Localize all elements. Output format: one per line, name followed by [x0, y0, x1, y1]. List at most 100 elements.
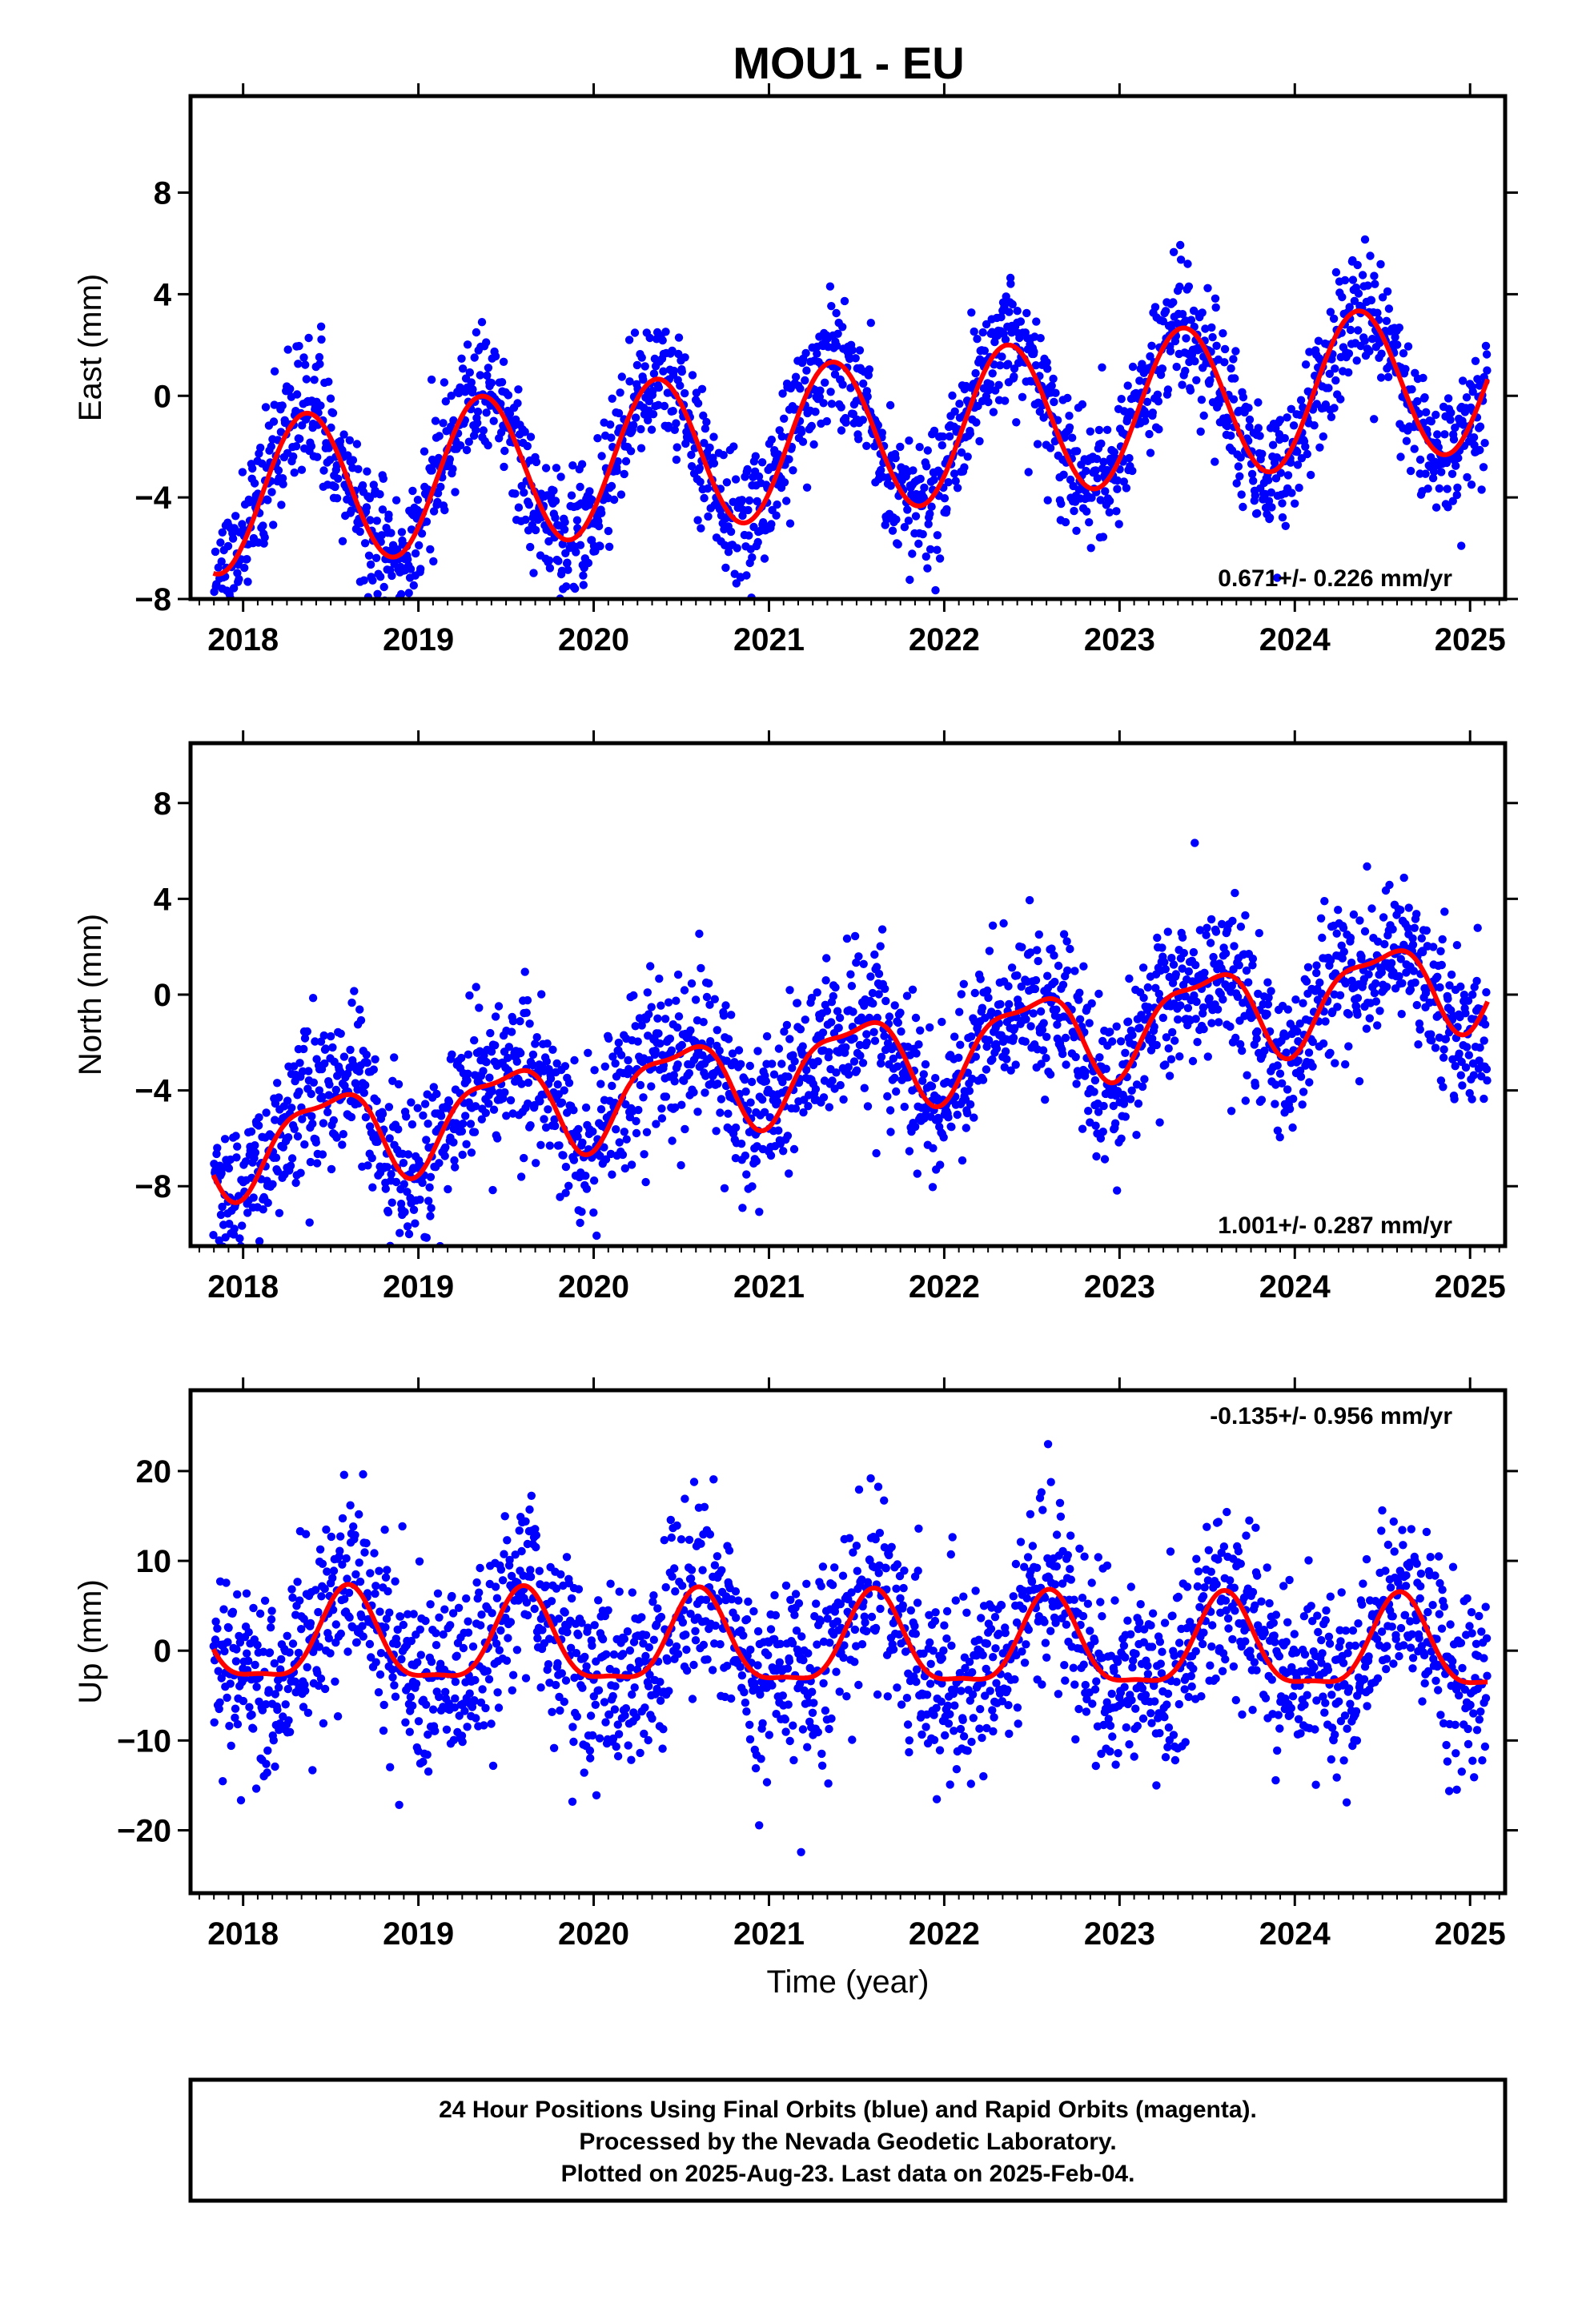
data-point: [391, 1177, 401, 1187]
data-point: [293, 1578, 302, 1586]
data-point: [651, 1046, 660, 1055]
data-point: [319, 1719, 328, 1728]
data-point: [1344, 349, 1354, 358]
data-point: [214, 1667, 223, 1675]
data-point: [416, 1195, 424, 1204]
data-point: [1085, 518, 1094, 527]
data-point: [312, 1159, 322, 1168]
data-point: [328, 1574, 337, 1582]
data-point: [939, 1133, 948, 1142]
data-point: [327, 423, 335, 432]
data-point: [955, 400, 964, 408]
data-point: [343, 1647, 352, 1656]
data-point: [847, 982, 857, 991]
data-point: [532, 1159, 540, 1168]
data-point: [838, 323, 847, 332]
data-point: [1095, 1053, 1104, 1062]
data-point: [1265, 513, 1275, 522]
data-point: [482, 408, 491, 417]
data-point: [1278, 499, 1287, 508]
data-point: [1158, 317, 1168, 326]
data-point: [1219, 995, 1227, 1004]
data-point: [900, 523, 909, 532]
data-point: [379, 474, 387, 483]
data-point: [785, 519, 795, 528]
data-point: [274, 466, 283, 475]
data-point: [1126, 1095, 1135, 1104]
data-point: [493, 1134, 502, 1143]
data-point: [340, 1594, 349, 1604]
data-point: [1078, 400, 1087, 409]
data-point: [380, 1526, 389, 1534]
data-point: [881, 996, 890, 1006]
data-point: [1235, 961, 1243, 970]
data-point: [1009, 1033, 1018, 1043]
data-point: [1158, 943, 1166, 952]
data-point: [752, 1156, 761, 1166]
data-point: [994, 380, 1003, 389]
data-point: [1301, 442, 1310, 451]
data-point: [1128, 362, 1138, 372]
data-point: [390, 1681, 399, 1690]
data-point: [577, 460, 587, 468]
data-point: [944, 478, 953, 487]
data-point: [625, 377, 634, 386]
data-point: [234, 1252, 242, 1261]
data-point: [1385, 880, 1394, 890]
data-point: [758, 1095, 767, 1104]
data-point: [288, 1639, 298, 1648]
data-point: [912, 1049, 921, 1058]
data-point: [883, 1092, 892, 1101]
data-point: [796, 1025, 805, 1034]
data-point: [361, 1113, 371, 1122]
data-point: [1082, 466, 1090, 476]
data-point: [753, 497, 761, 506]
data-point: [259, 521, 267, 530]
data-point: [597, 509, 606, 517]
data-point: [1234, 462, 1243, 471]
data-point: [1110, 1119, 1120, 1128]
data-point: [1053, 1020, 1062, 1029]
data-point: [315, 1086, 323, 1095]
data-point: [938, 432, 948, 441]
data-point: [1289, 421, 1299, 430]
data-point: [869, 999, 877, 1008]
data-point: [1460, 991, 1469, 999]
data-point: [294, 360, 303, 368]
data-point: [760, 1108, 769, 1117]
data-point: [470, 1128, 480, 1136]
data-point: [472, 983, 480, 991]
data-point: [326, 1031, 335, 1041]
data-point: [336, 1029, 345, 1039]
data-point: [1241, 911, 1250, 920]
data-point: [962, 1124, 971, 1132]
data-point: [1062, 1060, 1070, 1069]
data-point: [1203, 923, 1211, 932]
data-point: [1365, 1014, 1375, 1023]
data-point: [328, 1043, 337, 1052]
data-point: [1363, 862, 1371, 871]
data-point: [614, 1038, 623, 1047]
data-point: [564, 1079, 574, 1088]
data-point: [1252, 1034, 1261, 1043]
data-point: [248, 464, 257, 473]
data-point: [942, 505, 951, 514]
data-point: [728, 1049, 737, 1058]
data-point: [743, 464, 752, 474]
data-point: [386, 1763, 395, 1771]
data-point: [409, 1205, 419, 1215]
data-point: [299, 1703, 308, 1711]
data-point: [419, 1111, 428, 1120]
data-point: [425, 1183, 434, 1192]
data-point: [564, 565, 572, 574]
data-point: [670, 425, 679, 434]
data-point: [1334, 906, 1343, 915]
data-point: [1335, 991, 1345, 1000]
data-point: [1402, 436, 1411, 445]
data-point: [318, 1150, 327, 1159]
data-point: [1102, 1064, 1110, 1073]
data-point: [1182, 334, 1191, 343]
data-point: [951, 476, 960, 485]
data-point: [403, 1222, 412, 1231]
data-point: [1092, 454, 1102, 464]
